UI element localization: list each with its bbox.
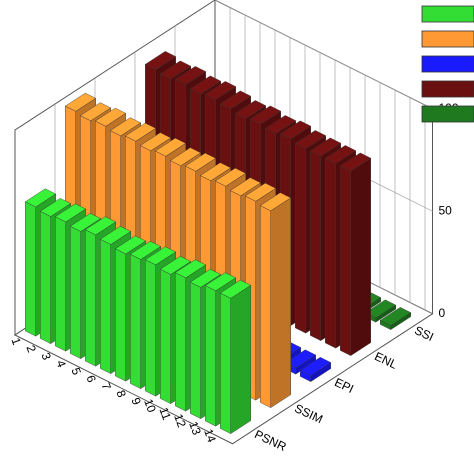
x-tick-label: 10 — [141, 397, 159, 415]
bar — [379, 307, 412, 331]
legend-swatch — [421, 5, 474, 23]
bar-front — [295, 143, 306, 334]
depth-label: PSNR — [252, 427, 288, 454]
bar-front — [145, 259, 156, 397]
bar-front — [70, 226, 81, 359]
bar-front — [220, 292, 231, 434]
bar — [299, 357, 332, 383]
depth-label: ENL — [372, 349, 399, 372]
z-tick-label: 0 — [439, 306, 446, 320]
bar-front — [300, 369, 311, 382]
legend-swatch — [421, 55, 474, 73]
x-tick-label: 8 — [113, 388, 129, 399]
bar-front — [130, 253, 141, 389]
bar-side — [350, 157, 371, 357]
bar-side — [230, 285, 251, 435]
bar-front — [175, 272, 186, 412]
bar-front — [25, 201, 36, 337]
depth-label: EPI — [332, 375, 355, 396]
bar — [339, 152, 372, 357]
bar-front — [100, 238, 111, 374]
x-tick-label: 9 — [128, 396, 144, 407]
legend-swatch — [421, 105, 474, 123]
x-tick-label: 1 — [8, 336, 24, 347]
bar-front — [205, 285, 216, 427]
depth-label: SSI — [412, 323, 435, 344]
legend-swatch — [421, 80, 474, 98]
bar-front — [160, 268, 171, 404]
bar-front — [190, 281, 201, 419]
x-tick-label: 2 — [23, 343, 39, 354]
bar-front — [260, 205, 271, 408]
bar-front — [310, 150, 321, 341]
legend-swatch — [421, 30, 474, 48]
x-tick-label: 11 — [156, 405, 174, 422]
bar — [219, 279, 252, 435]
x-tick-label: 4 — [53, 358, 69, 369]
bar — [259, 192, 292, 409]
x-tick-label: 6 — [83, 373, 99, 384]
x-tick-label: 3 — [38, 351, 54, 362]
bar-front — [85, 229, 96, 367]
depth-label: SSIM — [292, 401, 325, 426]
x-tick-label: 5 — [68, 366, 84, 377]
grid-line — [214, 0, 433, 110]
bar-front — [115, 248, 126, 382]
bar-front — [325, 158, 336, 349]
bar-front — [55, 216, 66, 352]
x-tick-label: 7 — [98, 381, 114, 392]
bar-side — [270, 197, 291, 409]
z-tick-label: 50 — [439, 203, 453, 217]
x-tick-label: 14 — [201, 427, 219, 445]
bar-front — [40, 211, 51, 344]
x-tick-label: 12 — [171, 412, 189, 430]
bar-front — [340, 165, 351, 356]
x-tick-label: 13 — [186, 420, 204, 438]
bar-front — [380, 320, 391, 330]
